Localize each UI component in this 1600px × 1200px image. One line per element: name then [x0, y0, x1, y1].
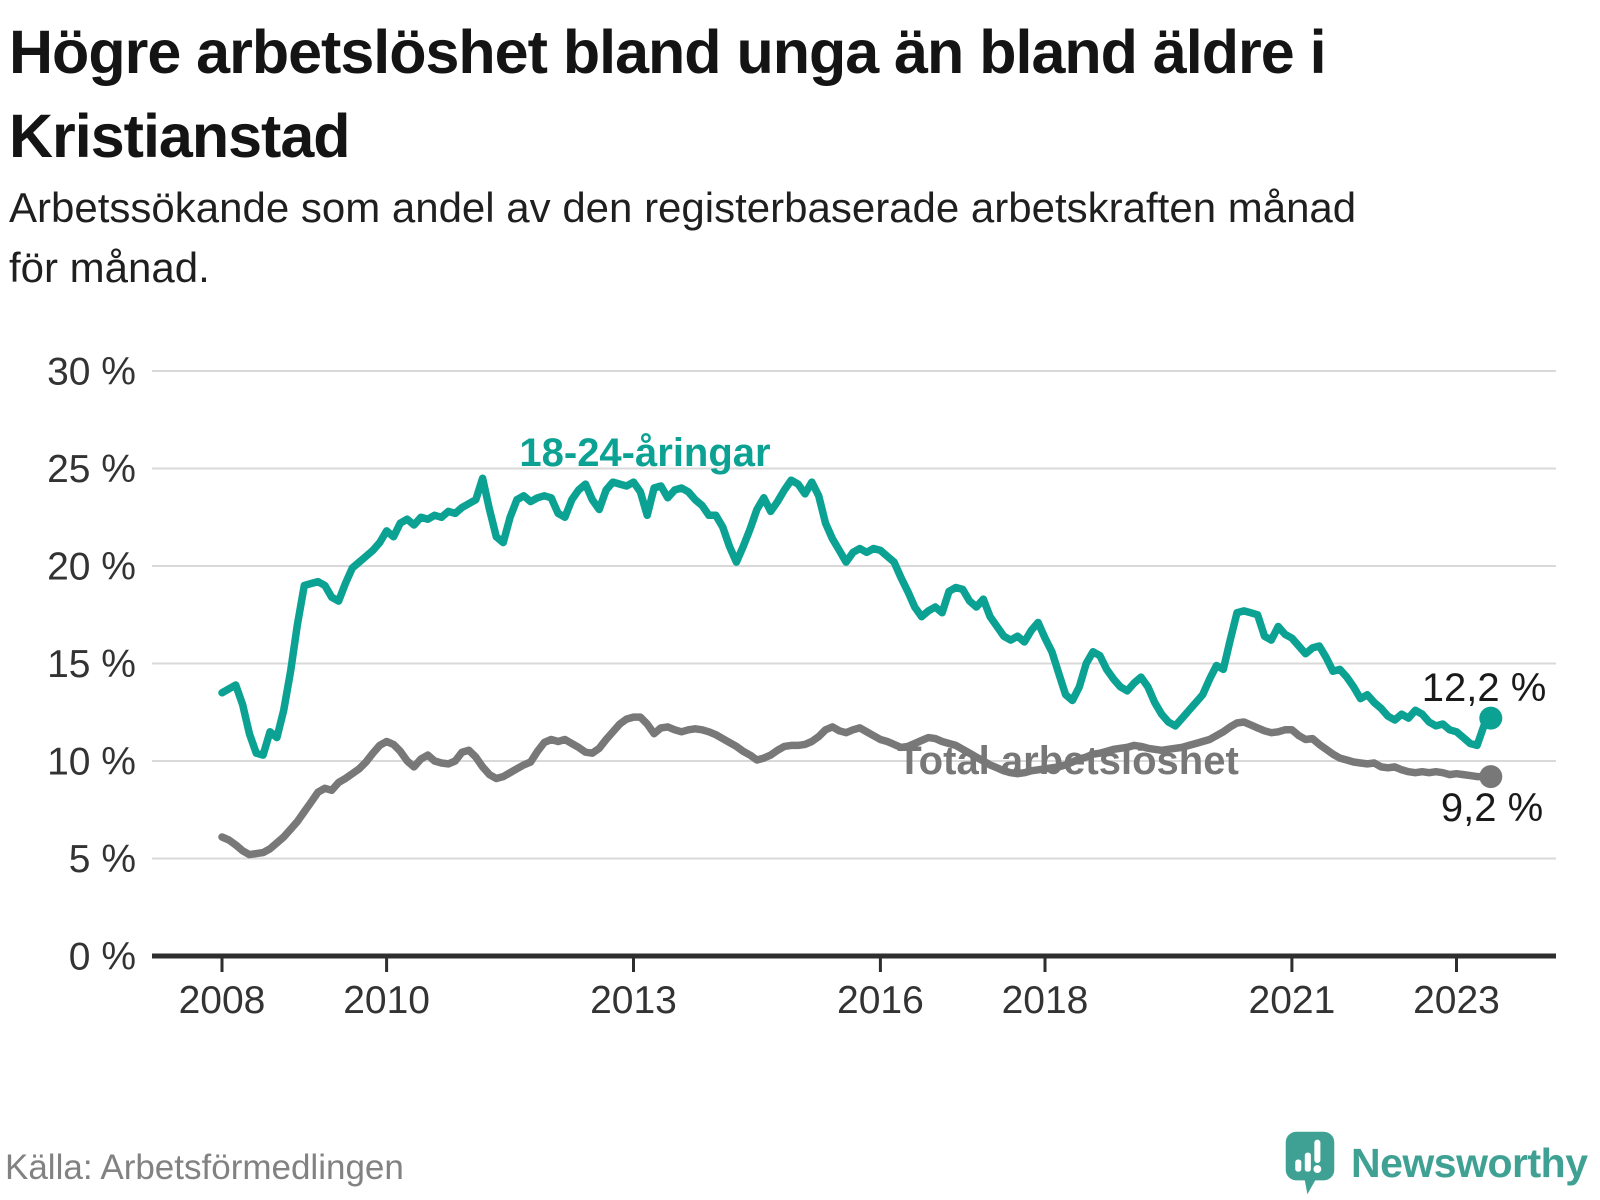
- gridlines: 0 % 5 % 10 % 15 % 20 % 25 % 30 %: [47, 351, 1556, 979]
- x-tick-label: 2010: [343, 979, 430, 1022]
- end-dot: [1479, 765, 1503, 789]
- series-lines: [218, 474, 1503, 859]
- source-note: Källa: Arbetsförmedlingen: [5, 1148, 404, 1187]
- chart-subtitle: Arbetssökande som andel av den registerb…: [9, 178, 1589, 298]
- newsworthy-logo-icon: [1285, 1131, 1335, 1195]
- page-title: Högre arbetslöshet bland unga än bland ä…: [9, 10, 1589, 178]
- end-dot: [1479, 706, 1503, 730]
- y-tick-label: 30 %: [47, 351, 136, 394]
- x-tick-label: 2016: [837, 979, 924, 1022]
- x-tick-label: 2018: [1002, 979, 1089, 1022]
- x-tick-label: 2021: [1249, 979, 1336, 1022]
- y-tick-label: 10 %: [47, 741, 136, 784]
- y-tick-label: 15 %: [47, 643, 136, 686]
- subtitle-line-2: för månad.: [9, 244, 210, 291]
- title-line-1: Högre arbetslöshet bland unga än bland ä…: [9, 18, 1327, 86]
- subtitle-line-1: Arbetssökande som andel av den registerb…: [9, 184, 1357, 231]
- x-tick-label: 2008: [179, 979, 266, 1022]
- y-tick-label: 5 %: [69, 838, 136, 881]
- x-axis: 2008 2010 2013 2016 2018 2021 2023: [179, 956, 1500, 1022]
- line-18-24-aringar: [218, 474, 1495, 759]
- y-tick-label: 25 %: [47, 448, 136, 491]
- y-tick-label: 0 %: [69, 936, 136, 979]
- line-total-arbetsloshet: [218, 713, 1495, 859]
- newsworthy-brand-name: Newsworthy: [1351, 1139, 1588, 1186]
- series-label-total-arbetsloshet: Total arbetslöshet: [897, 739, 1239, 783]
- newsworthy-brand: Newsworthy: [1284, 1130, 1588, 1196]
- end-value-label-18-24: 12,2 %: [1422, 666, 1547, 710]
- x-tick-label: 2023: [1413, 979, 1500, 1022]
- y-tick-label: 20 %: [47, 546, 136, 589]
- end-value-label-total: 9,2 %: [1441, 786, 1543, 830]
- title-line-2: Kristianstad: [9, 102, 351, 170]
- x-tick-label: 2013: [590, 979, 677, 1022]
- series-label-18-24-aringar: 18-24-åringar: [519, 431, 770, 475]
